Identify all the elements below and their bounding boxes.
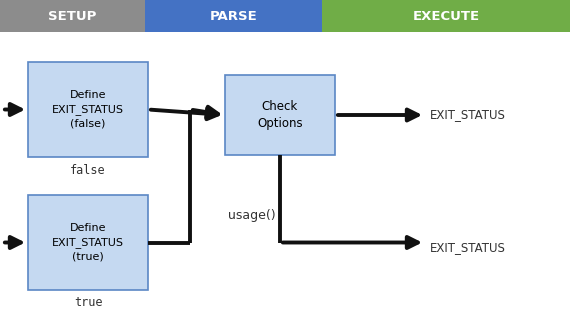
Text: EXECUTE: EXECUTE: [413, 10, 479, 22]
Bar: [322, 0, 570, 32]
Text: PARSE: PARSE: [210, 10, 258, 22]
FancyBboxPatch shape: [28, 195, 148, 290]
Text: EXIT_STATUS: EXIT_STATUS: [430, 242, 506, 254]
Text: EXIT_STATUS: EXIT_STATUS: [430, 108, 506, 122]
Text: Define
EXIT_STATUS
(false): Define EXIT_STATUS (false): [52, 90, 124, 129]
Text: Check
Options: Check Options: [257, 100, 303, 131]
Text: true: true: [74, 295, 102, 308]
FancyBboxPatch shape: [28, 62, 148, 157]
Text: SETUP: SETUP: [48, 10, 97, 22]
Bar: [0, 0, 145, 32]
Text: Define
EXIT_STATUS
(true): Define EXIT_STATUS (true): [52, 223, 124, 262]
Bar: [145, 0, 322, 32]
Text: usage(): usage(): [228, 209, 276, 221]
FancyBboxPatch shape: [225, 75, 335, 155]
Text: false: false: [70, 164, 106, 177]
